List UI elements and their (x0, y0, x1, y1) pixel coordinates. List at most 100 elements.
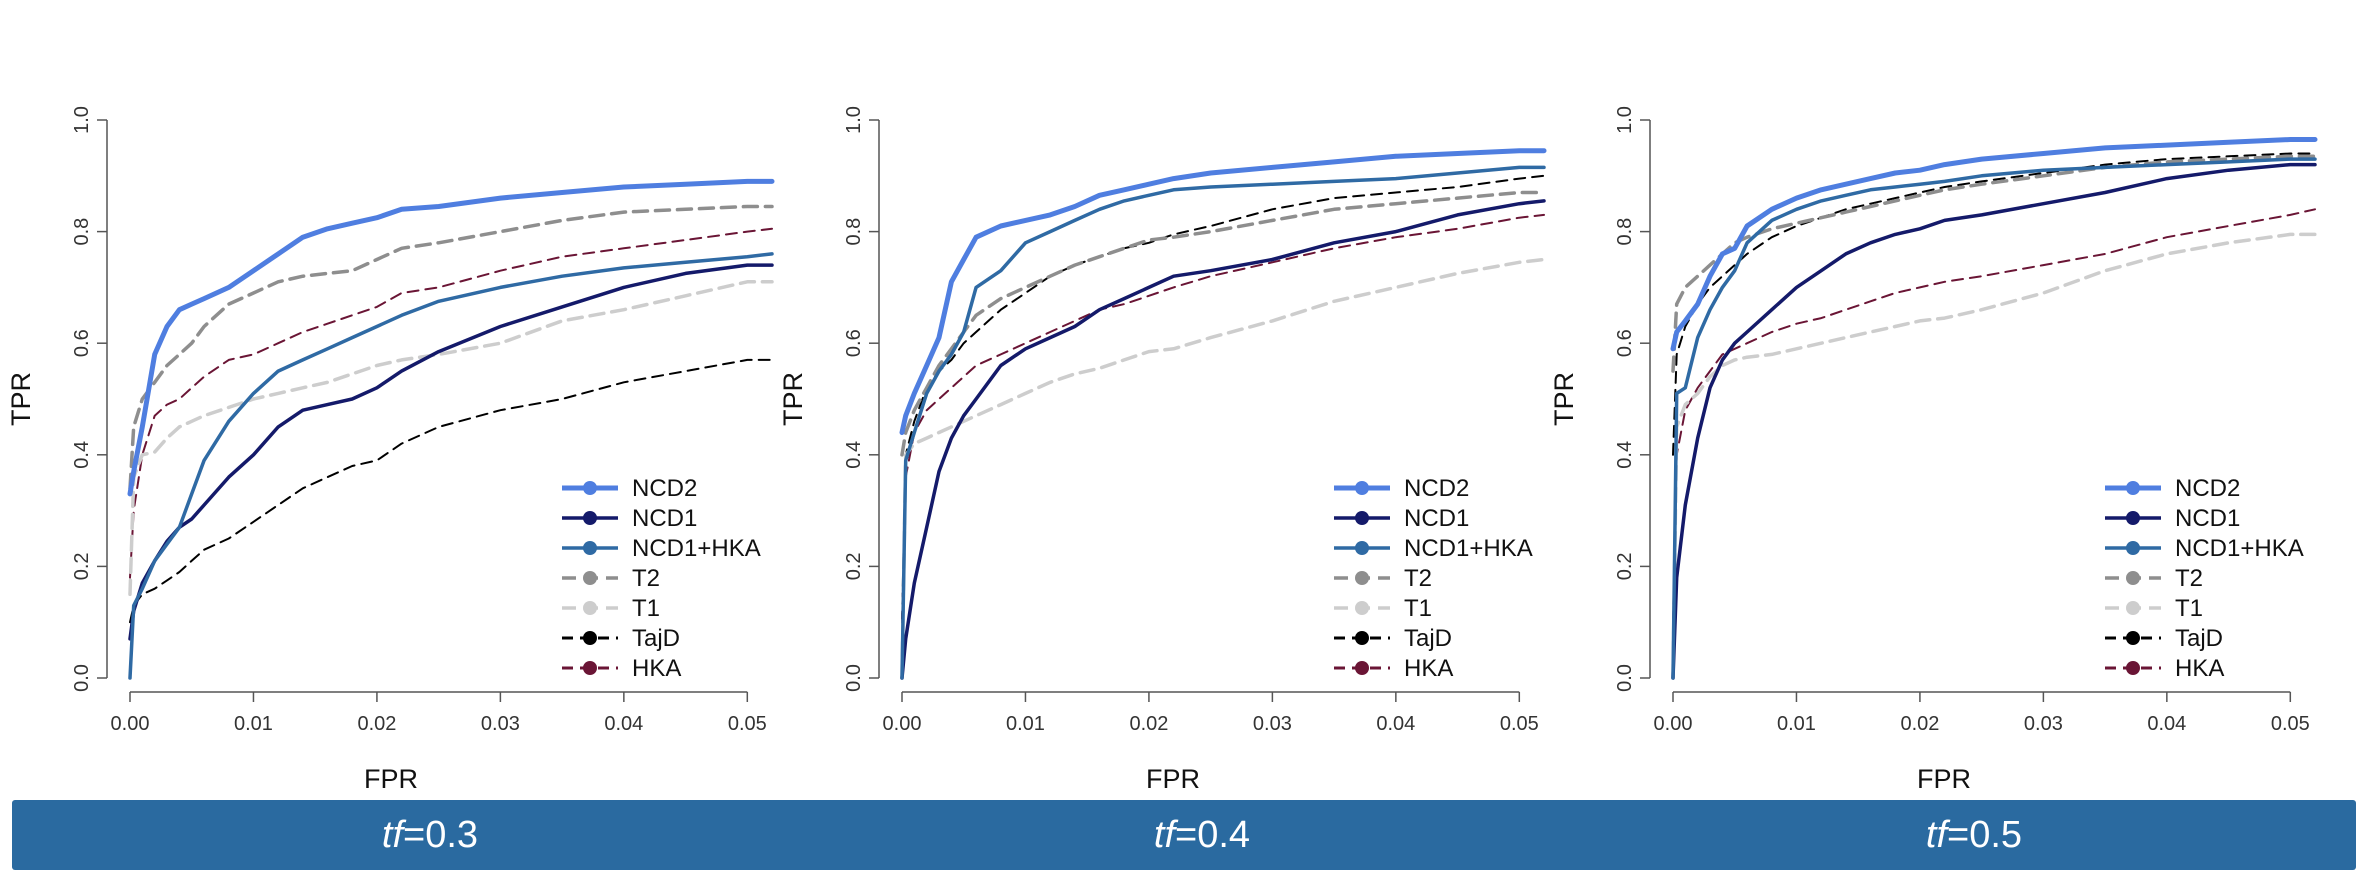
series-lines (899, 148, 1547, 680)
x-tick-label: 0.03 (2024, 713, 2063, 735)
threshold-banner: tf=0.3 tf=0.4 tf=0.5 (12, 800, 2356, 870)
legend-marker (1355, 601, 1369, 615)
legend-item: NCD2 (2105, 475, 2240, 502)
banner-label-prefix: tf (381, 814, 404, 856)
series-line-t1 (1671, 232, 2317, 680)
banner-label-prefix: tf (1153, 814, 1176, 856)
y-tick-label: 0.2 (71, 552, 93, 580)
legend-label: NCD1 (2175, 505, 2240, 532)
series-line-hka (901, 213, 1545, 624)
banner-label-value: =0.3 (403, 814, 479, 856)
legend-item: NCD2 (562, 475, 697, 502)
series-line-ncd2 (127, 178, 775, 497)
x-tick-label: 0.01 (1006, 713, 1045, 735)
legend-label: TajD (632, 625, 680, 652)
y-tick-label: 0.4 (71, 441, 93, 469)
x-tick-label: 0.05 (2271, 713, 2310, 735)
series-line-ncd1-hka (1671, 157, 2317, 680)
y-tick-label: 0.0 (1614, 664, 1636, 692)
legend-marker (1355, 571, 1369, 585)
legend-label: TajD (1404, 625, 1452, 652)
legend-label: NCD1+HKA (2175, 535, 2304, 562)
legend-item: NCD1+HKA (562, 535, 761, 562)
legend-marker (583, 661, 597, 675)
legend-label: T2 (1404, 565, 1432, 592)
legend-label: T1 (2175, 595, 2203, 622)
legend-item: NCD1 (2105, 505, 2240, 532)
legend-marker (583, 511, 597, 525)
legend-marker (583, 601, 597, 615)
x-tick-label: 0.05 (1500, 713, 1539, 735)
series-lines (1670, 137, 2318, 680)
series-line-tajd (1672, 152, 2316, 456)
legend-marker (583, 541, 597, 555)
legend-item: T2 (1334, 565, 1432, 592)
x-tick-label: 0.00 (1654, 713, 1693, 735)
x-axis: 0.00 0.01 0.02 0.03 0.04 0.05 FPR (111, 691, 767, 794)
legend-item: NCD1 (1334, 505, 1469, 532)
legend-marker (1355, 511, 1369, 525)
legend-label: HKA (1404, 655, 1453, 682)
series-line-hka (129, 227, 773, 579)
legend-label: T1 (632, 595, 660, 622)
series-line-t1 (900, 257, 1546, 680)
legend-label: NCD1 (632, 505, 697, 532)
legend-item: NCD2 (1334, 475, 1469, 502)
series-line-ncd1 (900, 199, 1546, 680)
banner-label-panel-2: tf=0.4 (1052, 800, 1352, 870)
y-axis-title: TPR (778, 372, 808, 426)
series-line-tajd (129, 358, 773, 624)
x-axis: 0.00 0.01 0.02 0.03 0.04 0.05 FPR (1654, 691, 2310, 794)
y-tick-label: 0.2 (1614, 552, 1636, 580)
x-tick-label: 0.00 (883, 713, 922, 735)
chart-panel-3: 0.00 0.01 0.02 0.03 0.04 0.05FPR0.00.20.40.60… (1549, 106, 2318, 794)
banner-label-prefix: tf (1925, 814, 1948, 856)
chart-panel-2: 0.00 0.01 0.02 0.03 0.04 0.05FPR0.00.20.40.60… (778, 106, 1547, 794)
legend-item: HKA (1334, 655, 1453, 682)
x-axis: 0.00 0.01 0.02 0.03 0.04 0.05 FPR (883, 691, 1539, 794)
legend-label: T2 (632, 565, 660, 592)
series-line-ncd2 (899, 148, 1547, 435)
chart-panel-1: 0.00 0.01 0.02 0.03 0.04 0.05FPR0.00.20.40.60… (6, 106, 775, 794)
legend-item: NCD1+HKA (1334, 535, 1533, 562)
x-tick-label: 0.05 (728, 713, 767, 735)
x-tick-label: 0.02 (1129, 713, 1168, 735)
x-tick-label: 0.00 (111, 713, 150, 735)
y-tick-label: 0.0 (71, 664, 93, 692)
banner-label-panel-1: tf=0.3 (280, 800, 580, 870)
y-axis: 0.0 0.2 0.4 0.6 0.8 1.0 TPR (1549, 106, 1651, 692)
legend-marker (2126, 481, 2140, 495)
legend-marker (583, 631, 597, 645)
x-tick-label: 0.02 (357, 713, 396, 735)
y-axis: 0.0 0.2 0.4 0.6 0.8 1.0 TPR (778, 106, 880, 692)
legend-label: T2 (2175, 565, 2203, 592)
x-tick-label: 0.02 (1900, 713, 1939, 735)
y-tick-label: 0.2 (843, 552, 865, 580)
legend-item: NCD1 (562, 505, 697, 532)
legend-marker (583, 571, 597, 585)
y-tick-label: 0.6 (843, 329, 865, 357)
legend-item: T1 (1334, 595, 1432, 622)
x-tick-label: 0.04 (2147, 713, 2186, 735)
legend-marker (1355, 661, 1369, 675)
x-tick-label: 0.04 (1376, 713, 1415, 735)
y-tick-label: 1.0 (843, 106, 865, 134)
legend-marker (583, 481, 597, 495)
x-axis-title: FPR (1146, 764, 1200, 794)
legend-marker (2126, 631, 2140, 645)
y-tick-label: 0.8 (843, 218, 865, 246)
legend: NCD2 NCD1 NCD1+HKA T2 T1 TajD HKA (562, 475, 761, 682)
y-tick-label: 0.4 (843, 441, 865, 469)
legend-marker (2126, 511, 2140, 525)
legend-marker (2126, 541, 2140, 555)
legend-label: TajD (2175, 625, 2223, 652)
y-axis: 0.0 0.2 0.4 0.6 0.8 1.0 TPR (6, 106, 108, 692)
legend-item: T2 (562, 565, 660, 592)
y-tick-label: 1.0 (71, 106, 93, 134)
x-tick-label: 0.04 (604, 713, 643, 735)
x-tick-label: 0.01 (1777, 713, 1816, 735)
banner-label-panel-3: tf=0.5 (1824, 800, 2124, 870)
x-tick-label: 0.03 (1253, 713, 1292, 735)
x-axis-title: FPR (1917, 764, 1971, 794)
y-axis-title: TPR (6, 372, 36, 426)
